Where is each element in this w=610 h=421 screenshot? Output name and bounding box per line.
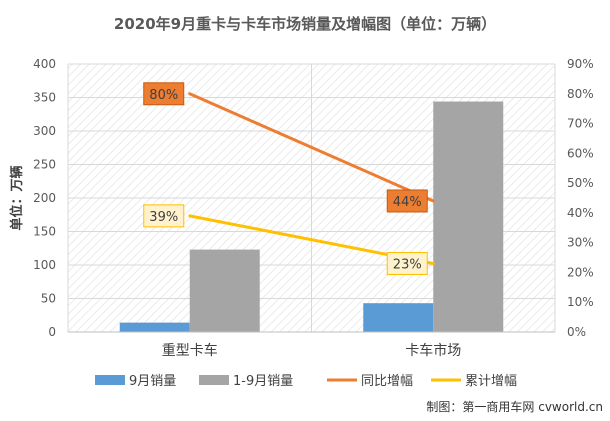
y-tick-label: 200 — [33, 191, 56, 205]
y2-tick-label: 50% — [567, 176, 594, 190]
y-tick-label: 400 — [33, 57, 56, 71]
legend-label: 累计增幅 — [465, 374, 517, 389]
data-label: 44% — [393, 195, 422, 210]
data-label-box — [143, 82, 185, 106]
y-tick-label: 50 — [41, 292, 56, 306]
data-label-box — [143, 204, 185, 228]
x-tick-label: 卡车市场 — [405, 342, 461, 359]
series-line — [188, 92, 435, 203]
x-tick-label: 重型卡车 — [162, 342, 218, 359]
y-axis-label: 单位：万辆 — [9, 165, 25, 230]
y2-tick-label: 90% — [567, 57, 594, 71]
y2-tick-label: 70% — [567, 117, 594, 131]
bar — [363, 303, 434, 332]
y2-tick-label: 80% — [567, 87, 594, 101]
legend-swatch — [199, 375, 229, 385]
y-tick-label: 250 — [33, 158, 56, 172]
y2-tick-label: 0% — [567, 325, 586, 339]
data-label-box — [386, 189, 428, 213]
y-tick-label: 350 — [33, 91, 56, 105]
y2-tick-label: 30% — [567, 236, 594, 250]
legend-swatch — [95, 375, 125, 385]
y2-tick-label: 20% — [567, 265, 594, 279]
y2-tick-label: 10% — [567, 295, 594, 309]
bar — [433, 101, 504, 333]
data-label: 23% — [393, 258, 422, 273]
y2-tick-label: 40% — [567, 206, 594, 220]
chart-title: 2020年9月重卡与卡车市场销量及增幅图（单位：万辆） — [114, 15, 496, 33]
y2-tick-label: 60% — [567, 146, 594, 160]
bar — [189, 249, 260, 332]
legend-label: 同比增幅 — [361, 374, 413, 389]
source-caption: 制图：第一商用车网 cvworld.cn — [426, 399, 603, 414]
y-tick-label: 100 — [33, 258, 56, 272]
legend-label: 1-9月销量 — [233, 374, 293, 389]
data-label: 80% — [149, 88, 178, 103]
data-label: 39% — [149, 210, 178, 225]
y-tick-label: 300 — [33, 124, 56, 138]
legend-label: 9月销量 — [129, 374, 176, 389]
y-tick-label: 150 — [33, 225, 56, 239]
y-tick-label: 0 — [48, 325, 56, 339]
data-label-box — [386, 252, 428, 276]
bar — [119, 322, 190, 332]
